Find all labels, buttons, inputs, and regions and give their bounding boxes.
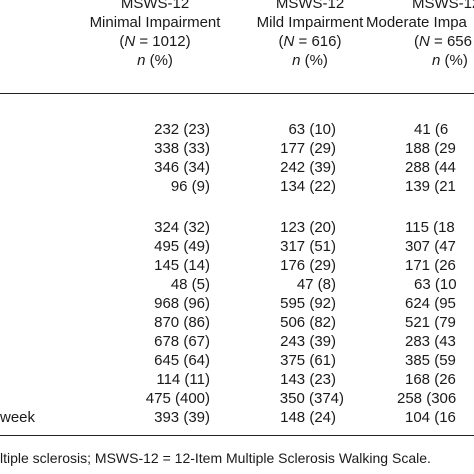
- column-subtitle: Mild Impairment: [256, 14, 364, 31]
- column-subtitle: Moderate Impa: [366, 14, 467, 31]
- column-title: MSWS-12: [412, 0, 474, 12]
- column-stat: n (%): [292, 52, 328, 69]
- column-n: (N = 616): [278, 33, 342, 50]
- column-header-minimal: MSWS-12 Minimal Impairment (N = 1012) n …: [60, 0, 250, 70]
- table-header: MSWS-12 Minimal Impairment (N = 1012) n …: [0, 0, 474, 90]
- column-n: (N = 656: [414, 33, 472, 50]
- bottom-rule: [0, 435, 474, 436]
- column-header-moderate: MSWS-12 Moderate Impa (N = 656 n (%): [366, 0, 474, 70]
- column-n: (N = 1012): [119, 33, 191, 50]
- column-stat: n (%): [432, 52, 468, 69]
- column-header-mild: MSWS-12 Mild Impairment (N = 616) n (%): [240, 0, 380, 70]
- column-title: MSWS-12: [120, 0, 190, 12]
- table-footnote: ltiple sclerosis; MSWS-12 = 12-Item Mult…: [0, 450, 431, 466]
- column-title: MSWS-12: [275, 0, 345, 12]
- column-subtitle: Minimal Impairment: [89, 14, 221, 31]
- row-label: week: [0, 409, 36, 426]
- column-stat: n (%): [137, 52, 173, 69]
- header-rule: [0, 93, 474, 94]
